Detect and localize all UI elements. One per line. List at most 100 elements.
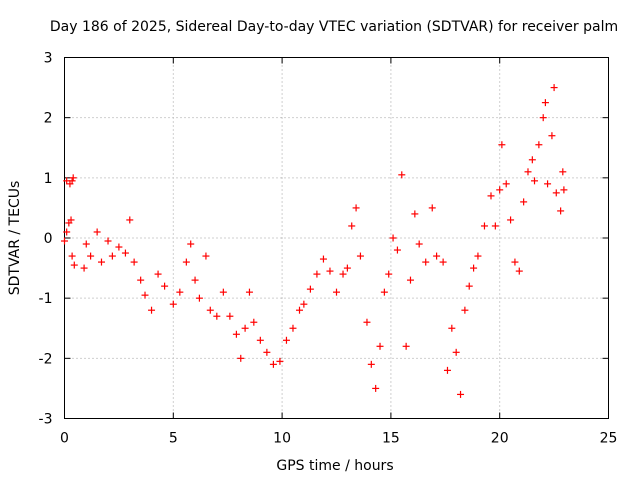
data-point bbox=[552, 189, 560, 197]
data-point bbox=[443, 366, 451, 374]
data-point bbox=[141, 291, 149, 299]
data-point bbox=[544, 180, 552, 188]
data-point bbox=[202, 252, 210, 260]
data-point bbox=[276, 357, 284, 365]
data-point bbox=[367, 360, 375, 368]
data-point bbox=[535, 141, 543, 149]
data-point bbox=[226, 312, 234, 320]
data-point bbox=[121, 249, 129, 257]
data-point bbox=[296, 306, 304, 314]
data-point bbox=[372, 384, 380, 392]
data-point bbox=[97, 258, 105, 266]
data-point bbox=[480, 222, 488, 230]
data-point bbox=[457, 390, 465, 398]
x-tick-label: 25 bbox=[600, 431, 618, 447]
data-point bbox=[531, 177, 539, 185]
data-point bbox=[385, 270, 393, 278]
data-point bbox=[245, 288, 253, 296]
data-point bbox=[415, 240, 423, 248]
data-point bbox=[61, 237, 68, 245]
data-point bbox=[356, 252, 364, 260]
data-point bbox=[343, 264, 351, 272]
data-point bbox=[363, 318, 371, 326]
x-tick-label: 20 bbox=[491, 431, 509, 447]
data-point bbox=[93, 228, 101, 236]
data-point bbox=[433, 252, 441, 260]
data-point bbox=[263, 348, 271, 356]
data-point bbox=[289, 324, 297, 332]
data-point bbox=[269, 360, 277, 368]
data-point bbox=[557, 207, 565, 215]
data-point bbox=[256, 336, 264, 344]
x-tick-label: 15 bbox=[382, 431, 400, 447]
data-point bbox=[148, 306, 156, 314]
data-point bbox=[507, 216, 515, 224]
data-point bbox=[491, 222, 499, 230]
y-tick-label: 2 bbox=[44, 111, 53, 127]
data-point bbox=[232, 330, 240, 338]
data-point bbox=[161, 282, 169, 290]
data-point bbox=[422, 258, 430, 266]
data-point bbox=[319, 255, 327, 263]
data-point bbox=[282, 336, 290, 344]
data-point bbox=[348, 222, 356, 230]
data-point bbox=[352, 204, 360, 212]
data-point bbox=[439, 258, 447, 266]
data-point bbox=[241, 324, 249, 332]
data-point bbox=[502, 180, 510, 188]
data-point bbox=[559, 168, 567, 176]
y-tick-label: 3 bbox=[44, 51, 53, 67]
y-tick-label: 1 bbox=[44, 171, 53, 187]
data-point bbox=[398, 171, 406, 179]
data-point bbox=[213, 312, 221, 320]
data-point bbox=[406, 276, 414, 284]
data-point bbox=[195, 294, 203, 302]
axis-ticks: 0 5 10 15 20 25 -3 -2 -1 0 1 2 3 bbox=[39, 51, 618, 447]
data-point bbox=[524, 168, 532, 176]
y-tick-label: -1 bbox=[39, 291, 53, 307]
data-point bbox=[515, 267, 523, 275]
data-point bbox=[68, 177, 76, 185]
data-point bbox=[539, 114, 547, 122]
data-point bbox=[137, 276, 145, 284]
chart-title: Day 186 of 2025, Sidereal Day-to-day VTE… bbox=[50, 19, 618, 35]
data-point bbox=[169, 300, 177, 308]
x-tick-label: 5 bbox=[169, 431, 178, 447]
data-point bbox=[306, 285, 314, 293]
data-point bbox=[474, 252, 482, 260]
data-point bbox=[176, 288, 184, 296]
data-point bbox=[520, 198, 528, 206]
data-points bbox=[61, 84, 568, 398]
data-point bbox=[428, 204, 436, 212]
data-point bbox=[70, 261, 78, 269]
data-point bbox=[448, 324, 456, 332]
data-point bbox=[108, 252, 116, 260]
y-axis-label: SDTVAR / TECUs bbox=[7, 181, 23, 296]
data-point bbox=[313, 270, 321, 278]
data-point bbox=[402, 342, 410, 350]
data-point bbox=[67, 216, 75, 224]
data-point bbox=[130, 258, 138, 266]
data-point bbox=[528, 156, 536, 164]
data-point bbox=[126, 216, 134, 224]
y-tick-label: -2 bbox=[39, 351, 53, 367]
data-point bbox=[339, 270, 347, 278]
data-point bbox=[237, 354, 245, 362]
data-point bbox=[80, 264, 88, 272]
data-point bbox=[465, 282, 473, 290]
data-point bbox=[461, 306, 469, 314]
data-point bbox=[104, 237, 112, 245]
data-point bbox=[206, 306, 214, 314]
grid bbox=[64, 57, 609, 419]
x-tick-label: 0 bbox=[60, 431, 69, 447]
data-point bbox=[411, 210, 419, 218]
data-point bbox=[393, 246, 401, 254]
data-point bbox=[550, 84, 558, 92]
data-point bbox=[68, 252, 76, 260]
data-point bbox=[300, 300, 308, 308]
data-point bbox=[250, 318, 258, 326]
data-point bbox=[82, 240, 90, 248]
data-point bbox=[560, 186, 568, 194]
data-point bbox=[69, 174, 77, 182]
